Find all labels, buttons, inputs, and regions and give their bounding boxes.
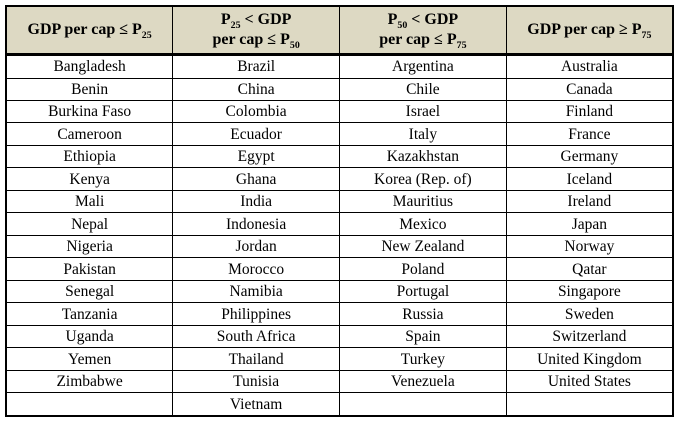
country-cell: Senegal [5,279,174,304]
header-line: per cap ≤ P50 [212,31,300,52]
country-cell: United Kingdom [505,347,674,371]
country-cell: Mexico [339,212,507,236]
country-cell: Canada [505,77,674,102]
country-cell: Nepal [5,212,174,236]
country-cell: Poland [339,257,507,281]
table-row: Burkina Faso Colombia Israel Finland [5,99,674,124]
country-cell: New Zealand [339,234,507,259]
country-cell: Korea (Rep. of) [339,167,507,191]
country-cell: Indonesia [172,212,340,236]
country-cell: Zimbabwe [5,369,174,394]
country-cell: Italy [339,122,507,146]
country-cell: China [172,77,340,102]
header-line: GDP per cap ≥ P75 [527,20,652,41]
country-cell: Portugal [339,279,507,304]
table-row: Nepal Indonesia Mexico Japan [5,212,674,236]
country-cell: Mali [5,189,174,214]
table-row: Uganda South Africa Spain Switzerland [5,324,674,349]
country-cell: France [505,122,674,146]
country-cell: Singapore [505,279,674,304]
header-line: GDP per cap ≤ P25 [27,20,152,41]
country-cell [505,392,674,417]
column-header-1: GDP per cap ≤ P25 [5,5,174,56]
country-cell: Venezuela [339,369,507,394]
country-cell: Nigeria [5,234,174,259]
country-cell: Ghana [172,167,340,191]
country-cell: Argentina [339,54,507,79]
country-cell: Ethiopia [5,144,174,169]
country-cell: Israel [339,99,507,124]
header-line: P50 < GDP [387,10,459,31]
country-cell: Tanzania [5,302,174,326]
country-cell: Morocco [172,257,340,281]
country-cell: Sweden [505,302,674,326]
country-cell: Mauritius [339,189,507,214]
table-row: Ethiopia Egypt Kazakhstan Germany [5,144,674,169]
table-row: Vietnam [5,392,674,417]
country-cell: Tunisia [172,369,340,394]
country-cell: Norway [505,234,674,259]
country-cell: Ireland [505,189,674,214]
table-body: Bangladesh Brazil Argentina Australia Benin C… [5,54,674,417]
table-row: Cameroon Ecuador Italy France [5,122,674,146]
header-line: per cap ≤ P75 [379,31,467,52]
country-cell: Japan [505,212,674,236]
column-header-2: P25 < GDP per cap ≤ P50 [172,5,340,56]
country-cell: South Africa [172,324,340,349]
country-cell: Brazil [172,54,340,79]
country-cell: Switzerland [505,324,674,349]
table-row: Kenya Ghana Korea (Rep. of) Iceland [5,167,674,191]
country-cell: India [172,189,340,214]
country-cell: Australia [505,54,674,79]
country-cell: United States [505,369,674,394]
country-cell: Bangladesh [5,54,174,79]
country-cell [339,392,507,417]
country-cell: Kenya [5,167,174,191]
country-cell: Vietnam [172,392,340,417]
header-row: GDP per cap ≤ P25 P25 < GDP per cap ≤ P50 P… [5,5,674,56]
country-cell [5,392,174,417]
country-cell: Egypt [172,144,340,169]
table-row: Tanzania Philippines Russia Sweden [5,302,674,326]
table-row: Bangladesh Brazil Argentina Australia [5,54,674,79]
country-cell: Cameroon [5,122,174,146]
header-line: P25 < GDP [220,10,292,31]
country-cell: Turkey [339,347,507,371]
table-row: Zimbabwe Tunisia Venezuela United States [5,369,674,394]
country-cell: Spain [339,324,507,349]
country-cell: Namibia [172,279,340,304]
country-cell: Germany [505,144,674,169]
country-cell: Jordan [172,234,340,259]
country-cell: Kazakhstan [339,144,507,169]
country-cell: Benin [5,77,174,102]
table-row: Pakistan Morocco Poland Qatar [5,257,674,281]
table-row: Yemen Thailand Turkey United Kingdom [5,347,674,371]
table-row: Mali India Mauritius Ireland [5,189,674,214]
country-cell: Colombia [172,99,340,124]
country-cell: Iceland [505,167,674,191]
country-cell: Russia [339,302,507,326]
country-cell: Burkina Faso [5,99,174,124]
table-header: GDP per cap ≤ P25 P25 < GDP per cap ≤ P50 P… [5,5,674,56]
gdp-quartile-table: GDP per cap ≤ P25 P25 < GDP per cap ≤ P50 P… [5,5,674,417]
country-cell: Thailand [172,347,340,371]
country-cell: Qatar [505,257,674,281]
table-row: Nigeria Jordan New Zealand Norway [5,234,674,259]
column-header-4: GDP per cap ≥ P75 [505,5,674,56]
country-cell: Philippines [172,302,340,326]
country-cell: Pakistan [5,257,174,281]
country-cell: Finland [505,99,674,124]
country-cell: Chile [339,77,507,102]
table-row: Senegal Namibia Portugal Singapore [5,279,674,304]
country-cell: Ecuador [172,122,340,146]
country-cell: Yemen [5,347,174,371]
table-row: Benin China Chile Canada [5,77,674,102]
column-header-3: P50 < GDP per cap ≤ P75 [339,5,507,56]
country-cell: Uganda [5,324,174,349]
